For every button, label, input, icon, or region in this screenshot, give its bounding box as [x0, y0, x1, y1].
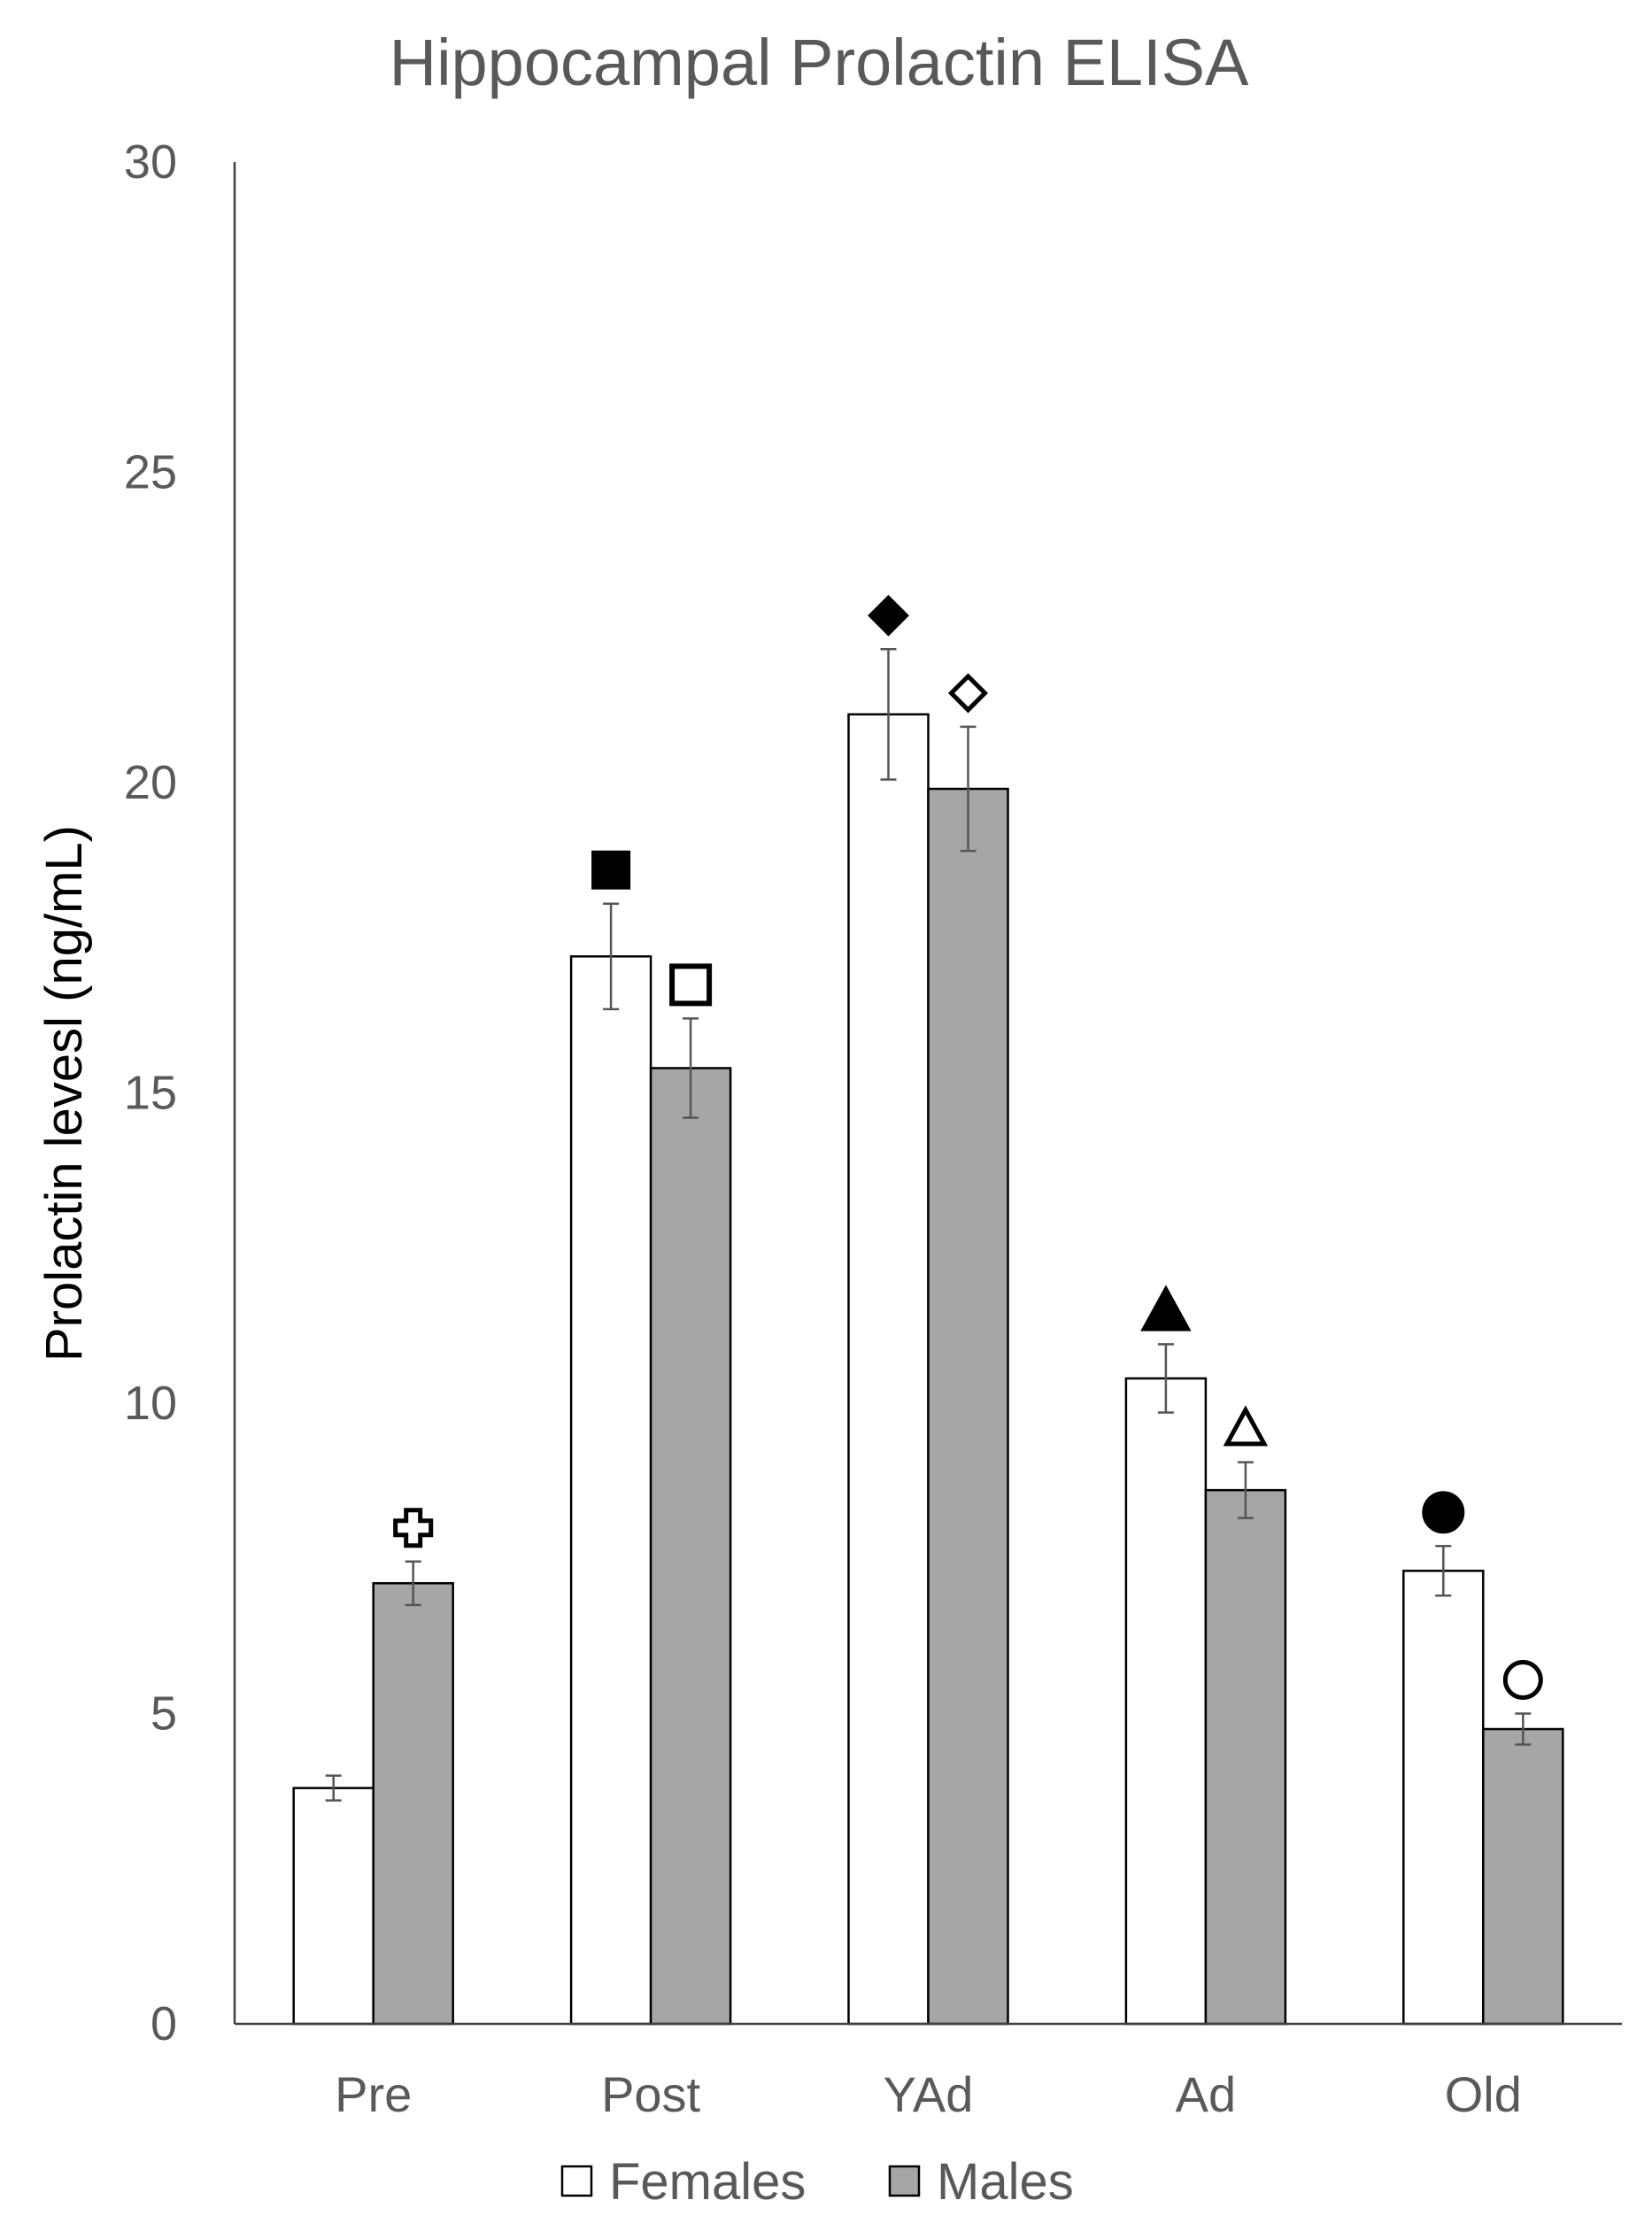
- bar-males-post: [649, 1067, 732, 2026]
- open-triangle-marker-icon: [1223, 1405, 1269, 1447]
- x-tick-label: Ad: [1176, 2066, 1237, 2122]
- legend-swatch-females: [560, 2165, 593, 2197]
- legend-label-females: Females: [609, 2153, 806, 2211]
- legend-label-males: Males: [937, 2153, 1074, 2211]
- y-tick-label: 0: [151, 1997, 177, 2050]
- open-circle-marker-icon: [1502, 1660, 1543, 1700]
- y-tick-label: 20: [124, 756, 177, 809]
- open-diamond-marker-icon: [947, 673, 989, 714]
- bar-males-ad: [1204, 1488, 1287, 2026]
- x-tick-label: Post: [601, 2066, 700, 2122]
- bar-males-yad: [927, 787, 1009, 2026]
- y-tick-label: 30: [124, 135, 177, 189]
- open-cross-marker-icon: [393, 1508, 434, 1548]
- x-tick-label: Old: [1445, 2066, 1522, 2122]
- y-axis-label: Prolactin levesl (ng/mL): [35, 825, 93, 1362]
- bar-females-pre: [292, 1787, 374, 2026]
- filled-square-marker-icon: [591, 850, 631, 890]
- open-square-marker-icon: [669, 963, 713, 1007]
- bar-females-yad: [847, 713, 930, 2026]
- legend: Females Males: [560, 2153, 1074, 2211]
- x-tick-label: Pre: [335, 2066, 412, 2122]
- axes: [233, 162, 1622, 2026]
- bar-females-ad: [1124, 1377, 1208, 2026]
- y-tick-label: 15: [124, 1067, 177, 1120]
- bar-females-post: [569, 955, 652, 2026]
- bar-males-old: [1482, 1727, 1564, 2026]
- bar-males-pre: [372, 1582, 454, 2026]
- y-axis-ticks: 0 5 10 15 20 25 30: [124, 135, 177, 2050]
- y-tick-label: 10: [124, 1377, 177, 1430]
- x-tick-label: YAd: [884, 2066, 974, 2122]
- filled-circle-marker-icon: [1422, 1491, 1465, 1534]
- filled-diamond-marker-icon: [868, 594, 909, 637]
- y-tick-label: 5: [151, 1687, 177, 1741]
- chart-title: Hippocampal Prolactin ELISA: [390, 26, 1249, 99]
- bars: [292, 594, 1564, 2026]
- y-tick-label: 25: [124, 446, 177, 499]
- x-axis-ticks: Pre Post YAd Ad Old: [335, 2066, 1522, 2122]
- filled-triangle-marker-icon: [1140, 1285, 1192, 1332]
- legend-swatch-males: [888, 2165, 921, 2197]
- bar-females-old: [1402, 1570, 1485, 2026]
